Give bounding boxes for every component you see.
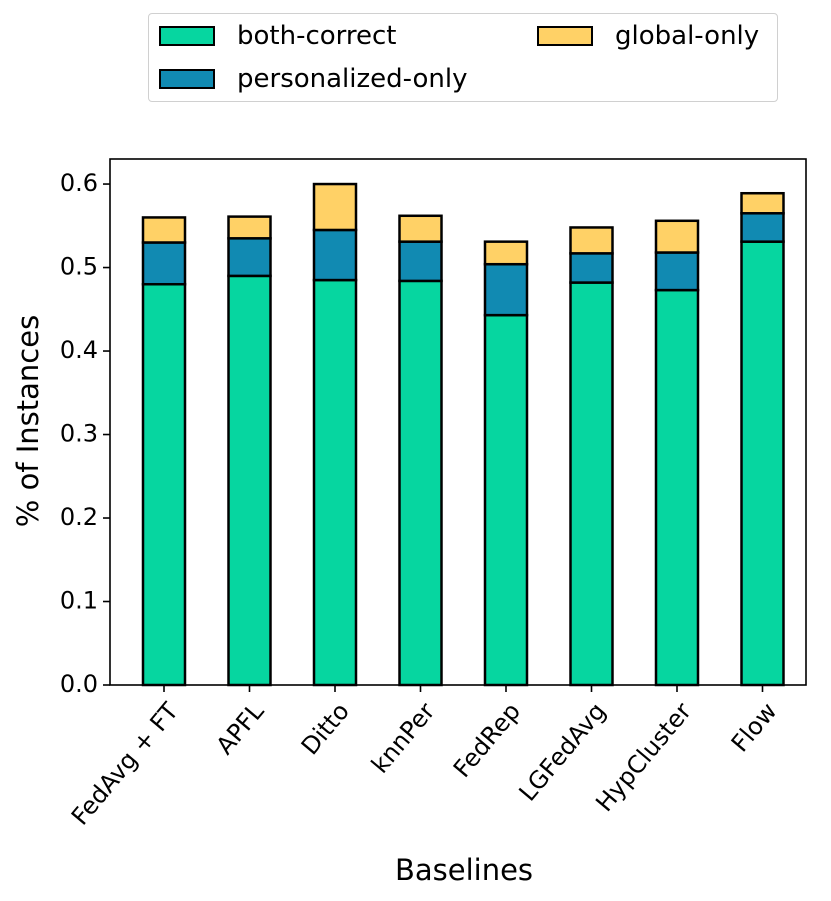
bar-lgfedavg-personalized-only [569,252,614,284]
legend-swatch-both-correct [159,26,215,46]
bar-apfl-both-correct [227,274,272,687]
bar-ditto-global-only [312,182,358,232]
bar-apfl-global-only [227,215,272,240]
y-tick-label: 0.4 [60,336,98,364]
chart-legend: both-correct personalized-only global-on… [148,13,778,102]
y-tick-label: 0.0 [60,670,98,698]
bar-fedavg-ft-personalized-only [141,241,187,286]
bar-flow-both-correct [740,240,785,687]
legend-swatch-global-only [537,26,593,46]
bar-fedrep-both-correct [483,313,529,687]
bar-hypcluster-global-only [654,219,700,254]
y-tick-label: 0.3 [60,420,98,448]
legend-label-global-only: global-only [615,21,760,51]
y-tick-label: 0.6 [60,169,98,197]
legend-label-both-correct: both-correct [237,21,397,51]
bar-apfl-personalized-only [227,237,272,278]
bar-knnper-personalized-only [398,240,443,283]
x-tick-label: Ditto [296,697,355,760]
bar-ditto-personalized-only [312,228,358,282]
x-tick-label: FedAvg + FT [66,697,184,830]
y-tick-label: 0.1 [60,587,98,615]
y-axis-label: % of Instances [11,315,45,527]
bar-fedavg-ft-global-only [141,216,187,244]
bar-knnper-both-correct [398,279,443,687]
bar-hypcluster-both-correct [654,288,700,687]
x-axis-label: Baselines [395,853,533,887]
bar-flow-personalized-only [740,212,785,243]
bar-hypcluster-personalized-only [654,251,700,292]
x-tick-label: Flow [726,697,783,757]
x-tick-label: APFL [211,697,270,760]
bar-lgfedavg-global-only [569,226,614,255]
bar-lgfedavg-both-correct [569,281,614,687]
bars-group [141,182,785,687]
y-tick-label: 0.5 [60,253,98,281]
x-tick-label: FedRep [448,697,526,782]
x-tick-label: knnPer [366,697,441,778]
bar-fedrep-personalized-only [483,262,529,317]
bar-ditto-both-correct [312,278,358,687]
legend-label-personalized-only: personalized-only [237,64,468,94]
y-tick-label: 0.2 [60,503,98,531]
bar-fedavg-ft-both-correct [141,282,187,687]
plot-frame [109,158,807,686]
bar-fedrep-global-only [483,240,529,266]
legend-swatch-personalized-only [159,69,215,89]
bar-flow-global-only [740,191,785,215]
bar-knnper-global-only [398,214,443,243]
